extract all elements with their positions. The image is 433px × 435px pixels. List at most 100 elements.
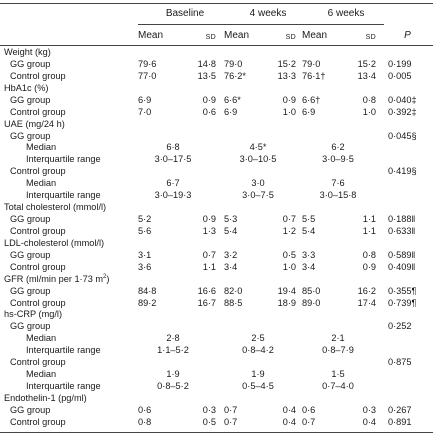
cell-w4-sd: 0·9: [282, 94, 296, 105]
cell-b: 3·0–17·5: [154, 154, 192, 165]
cell-w6-mean: 6·6†: [302, 94, 321, 105]
cell-p: 0·199: [388, 58, 412, 69]
row-label: GG group: [10, 249, 51, 260]
cell-b-sd: 16·6: [197, 285, 216, 296]
cell-w4-sd: 1·0: [282, 106, 296, 117]
row-label-text: GFR (ml/min per 1·73 m: [4, 273, 104, 284]
cell-w4: 3·0: [251, 178, 265, 189]
cell-p: 0·419§: [388, 166, 417, 177]
row-label: Interquartile range: [26, 381, 101, 392]
row-section-label: Total cholesterol (mmol/l): [4, 202, 107, 213]
row-label: Control group: [10, 416, 66, 427]
cell-b-mean: 5·6: [138, 225, 152, 236]
cell-b-mean: 3·1: [138, 249, 152, 260]
row-label: Control group: [10, 70, 66, 81]
cell-b-mean: 0·8: [138, 416, 152, 427]
table-top-rule: [0, 3, 433, 4]
cell-w6-sd: 0·4: [362, 416, 376, 427]
row-label-superscript: 2: [103, 273, 107, 280]
cell-b-sd: 16·7: [197, 297, 216, 308]
row-label: Median: [26, 178, 57, 189]
cell-w4-mean: 88·5: [224, 297, 243, 308]
cell-w6-sd: 13·4: [357, 70, 376, 81]
cell-w6: 6·2: [331, 142, 345, 153]
cell-b-mean: 0·6: [138, 404, 152, 415]
row-section-label: HbA1c (%): [4, 82, 49, 93]
cell-p: 0·633‖: [388, 225, 416, 236]
cell-w4-mean: 6·9: [224, 106, 238, 117]
cell-w6-mean: 76·1†: [302, 70, 326, 81]
cell-b: 6·7: [166, 178, 180, 189]
row-label: Control group: [10, 225, 66, 236]
cell-b-mean: 84·8: [138, 285, 157, 296]
header-6-weeks-mean: Mean: [302, 30, 328, 41]
cell-w6-sd: 0·3: [362, 404, 376, 415]
cell-w6: 0·7–4·0: [322, 381, 354, 392]
cell-w6-sd: 15·2: [357, 58, 376, 69]
row-label: Interquartile range: [26, 190, 101, 201]
cell-w4-sd: 13·3: [277, 70, 296, 81]
row-label: GG group: [10, 404, 51, 415]
cell-w6-mean: 5·5: [302, 214, 316, 225]
row-label: GG group: [10, 94, 51, 105]
cell-p: 0·045§: [388, 130, 417, 141]
cell-p: 0·392‡: [388, 106, 417, 117]
cell-w6-sd: 1·0: [362, 106, 376, 117]
cell-w4-sd: 0·7: [282, 214, 296, 225]
cell-w4: 0·5–4·5: [242, 381, 274, 392]
cell-b-mean: 7·0: [138, 106, 152, 117]
row-label: Control group: [10, 166, 66, 177]
cell-w4-sd: 19·4: [277, 285, 296, 296]
cell-b-sd: 0·7: [202, 249, 216, 260]
row-label: Interquartile range: [26, 154, 101, 165]
cell-w6-sd: 0·8: [362, 249, 376, 260]
row-section-label: Weight (kg): [4, 47, 51, 57]
cell-w4-mean: 5·3: [224, 214, 238, 225]
cell-w6-mean: 79·0: [302, 58, 321, 69]
cell-w6-sd: 0·8: [362, 94, 376, 105]
cell-b-sd: 14·8: [197, 58, 216, 69]
cell-b: 2·8: [166, 333, 180, 344]
cell-w6-mean: 6·9: [302, 106, 316, 117]
row-label: Median: [26, 369, 57, 380]
cell-w6-mean: 0·7: [302, 416, 316, 427]
4-weeks-span-rule: [224, 24, 304, 25]
cell-w6-mean: 3·4: [302, 261, 316, 272]
cell-w6-mean: 0·6: [302, 404, 316, 415]
header-4-weeks-sd: SD: [285, 34, 296, 41]
row-label: GG group: [10, 214, 51, 225]
header-6-weeks-sd: SD: [365, 34, 376, 41]
row-label: Control group: [10, 106, 66, 117]
cell-w6: 7·6: [331, 178, 345, 189]
row-section-label: UAE (mg/24 h): [4, 118, 65, 129]
cell-w6: 0·8–7·9: [322, 345, 354, 356]
row-section-label: LDL-cholesterol (mmol/l): [4, 237, 105, 248]
cell-p: 0·040‡: [388, 94, 417, 105]
row-label: GG group: [10, 285, 51, 296]
header-baseline-mean: Mean: [138, 30, 164, 41]
cell-w4: 4·5*: [249, 142, 267, 153]
cell-b-mean: 5·2: [138, 214, 152, 225]
cell-b-sd: 0·6: [202, 106, 216, 117]
cell-p: 0·188‖: [388, 214, 416, 225]
row-label: GG group: [10, 58, 51, 69]
cell-w4: 3·0–7·5: [242, 190, 274, 201]
cell-w4-mean: 0·7: [224, 404, 238, 415]
row-label: Control group: [10, 357, 66, 368]
header-baseline-sd: SD: [205, 34, 216, 41]
cell-w4-mean: 79·0: [224, 58, 243, 69]
header-bottom-rule: [0, 45, 433, 46]
cell-b-mean: 89·2: [138, 297, 157, 308]
cell-b: 0·8–5·2: [157, 381, 189, 392]
row-label: Median: [26, 333, 57, 344]
row-label-end: ): [106, 273, 110, 284]
cell-w6: 1·5: [331, 369, 345, 380]
cell-b-sd: 1·1: [202, 261, 216, 272]
cell-b-sd: 1·3: [202, 225, 216, 236]
row-label: Control group: [10, 261, 66, 272]
header-4-weeks-mean: Mean: [224, 30, 250, 41]
row-label: GG group: [10, 130, 51, 141]
6-weeks-span-rule: [302, 24, 384, 25]
cell-w4: 1·9: [251, 369, 265, 380]
cell-w4-mean: 76·2*: [224, 70, 246, 81]
